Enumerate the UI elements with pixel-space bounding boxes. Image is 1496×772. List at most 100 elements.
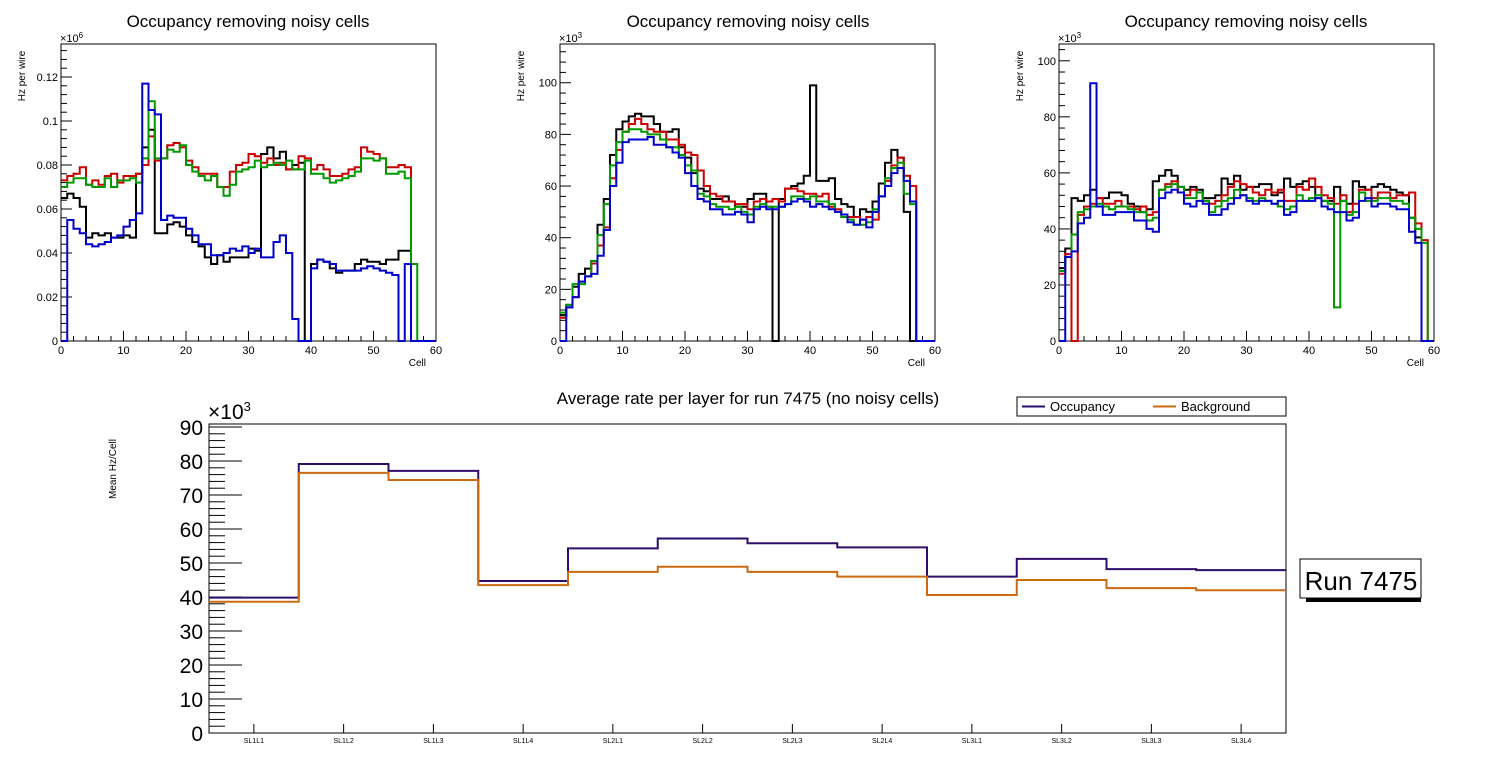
y-multiplier-label: ×103 (208, 399, 251, 424)
x-tick-label: 50 (866, 345, 878, 357)
series-line-occupancy (209, 463, 1286, 599)
x-tick-label: 30 (741, 345, 753, 357)
series-line-background (209, 471, 1286, 603)
histogram-panel-3: Occupancy removing noisy cells 0 10 20 30 40 5… (1015, 12, 1440, 369)
series-line-blue (1059, 82, 1434, 342)
series-line-green (61, 100, 436, 342)
x-category-label: SL2L2 (693, 738, 713, 745)
panel-title: Occupancy removing noisy cells (127, 12, 370, 31)
y-tick-label: 10 (180, 689, 203, 712)
panel-title: Average rate per layer for run 7475 (no … (557, 389, 939, 408)
x-tick-label: 20 (180, 345, 192, 357)
y-tick-label: 100 (1038, 56, 1056, 68)
y-tick-label: 70 (180, 485, 203, 508)
x-category-label: SL3L4 (1231, 738, 1251, 745)
y-tick-label: 0 (1050, 336, 1056, 348)
x-category-label: SL3L1 (962, 738, 982, 745)
y-tick-label: 0.08 (37, 160, 58, 172)
y-tick-label: 40 (545, 233, 557, 245)
y-tick-label: 90 (180, 417, 203, 440)
y-axis-title: Hz per wire (516, 50, 527, 101)
legend-box (1016, 396, 1287, 417)
plot-frame (60, 43, 437, 342)
y-tick-label: 20 (545, 284, 557, 296)
series-line-black (61, 128, 436, 342)
plot-frame (208, 423, 1287, 734)
y-tick-label: 60 (545, 181, 557, 193)
series-line-blue (560, 135, 935, 342)
x-tick-label: 60 (1428, 345, 1440, 357)
y-tick-label: 20 (180, 655, 203, 678)
x-tick-label: 20 (1178, 345, 1190, 357)
histogram-panel-2: Occupancy removing noisy cells 0 10 20 30 40 5… (516, 12, 941, 369)
run-label-frame (1299, 558, 1422, 599)
x-tick-label: 60 (430, 345, 442, 357)
x-tick-label: 10 (117, 345, 129, 357)
y-tick-label: 0 (52, 336, 58, 348)
x-category-label: SL1L4 (513, 738, 533, 745)
y-tick-label: 0.04 (37, 248, 58, 260)
y-tick-label: 60 (180, 519, 203, 542)
panel-title: Occupancy removing noisy cells (1125, 12, 1368, 31)
x-axis-title: Cell (409, 358, 426, 369)
x-category-label: SL1L1 (244, 738, 264, 745)
x-tick-label: 40 (305, 345, 317, 357)
series-line-red (560, 117, 935, 342)
x-axis-title: Cell (908, 358, 925, 369)
panel-title: Occupancy removing noisy cells (627, 12, 870, 31)
x-tick-label: 30 (242, 345, 254, 357)
x-category-label: SL1L2 (334, 738, 354, 745)
series-line-blue (61, 82, 436, 342)
x-tick-label: 50 (1365, 345, 1377, 357)
x-tick-label: 0 (557, 345, 563, 357)
series-line-red (61, 135, 436, 342)
x-tick-label: 50 (367, 345, 379, 357)
y-multiplier-label: ×103 (1058, 31, 1082, 45)
y-multiplier-label: ×106 (60, 31, 84, 45)
series-line-green (1059, 183, 1434, 342)
run-label-box: Run 7475 (1299, 558, 1422, 602)
y-tick-label: 30 (180, 621, 203, 644)
y-tick-label: 40 (180, 587, 203, 610)
y-tick-label: 80 (545, 129, 557, 141)
run-label-shadow (1306, 597, 1421, 602)
x-category-label: SL1L3 (423, 738, 443, 745)
x-axis-title: Cell (1407, 358, 1424, 369)
y-tick-label: 0.1 (43, 116, 58, 128)
x-tick-label: 10 (1115, 345, 1127, 357)
y-tick-label: 80 (180, 451, 203, 474)
x-tick-label: 30 (1240, 345, 1252, 357)
y-tick-label: 80 (1044, 112, 1056, 124)
y-tick-label: 0.12 (37, 72, 58, 84)
x-category-label: SL3L2 (1052, 738, 1072, 745)
y-multiplier-label: ×103 (559, 31, 583, 45)
x-tick-label: 40 (1303, 345, 1315, 357)
y-tick-label: 0 (191, 723, 203, 746)
y-axis-title: Mean Hz/Cell (108, 439, 119, 499)
x-tick-label: 0 (58, 345, 64, 357)
y-tick-label: 100 (539, 78, 557, 90)
x-tick-label: 40 (804, 345, 816, 357)
x-category-label: SL2L4 (872, 738, 892, 745)
legend-entry-background: Background (1181, 399, 1250, 414)
run-label: Run 7475 (1305, 566, 1418, 596)
x-category-label: SL3L3 (1141, 738, 1161, 745)
x-category-label: SL2L1 (603, 738, 623, 745)
x-tick-label: 20 (679, 345, 691, 357)
y-tick-label: 20 (1044, 280, 1056, 292)
legend: Occupancy Background (1016, 396, 1287, 417)
y-tick-label: 40 (1044, 224, 1056, 236)
x-tick-label: 60 (929, 345, 941, 357)
series-line-green (560, 128, 935, 342)
histogram-panel-1: Occupancy removing noisy cells 0 10 20 30 40 5… (17, 12, 442, 369)
y-axis-title: Hz per wire (1015, 50, 1026, 101)
y-tick-label: 50 (180, 553, 203, 576)
y-tick-label: 0 (551, 336, 557, 348)
y-axis-title: Hz per wire (17, 50, 28, 101)
y-tick-label: 0.06 (37, 204, 58, 216)
x-tick-label: 10 (616, 345, 628, 357)
layer-rate-panel: Average rate per layer for run 7475 (no … (108, 389, 1287, 746)
y-tick-label: 60 (1044, 168, 1056, 180)
x-tick-label: 0 (1056, 345, 1062, 357)
